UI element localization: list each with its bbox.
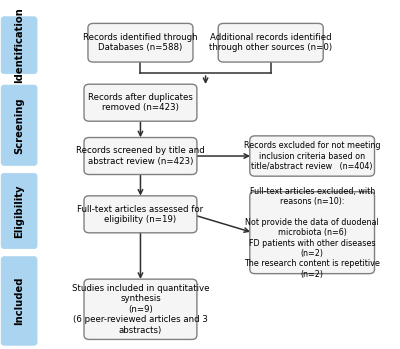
FancyBboxPatch shape [88, 23, 193, 62]
FancyBboxPatch shape [84, 279, 197, 340]
FancyBboxPatch shape [1, 173, 37, 248]
FancyBboxPatch shape [250, 192, 374, 274]
FancyBboxPatch shape [84, 138, 197, 174]
FancyBboxPatch shape [218, 23, 323, 62]
Text: Full-text articles assessed for
eligibility (n=19): Full-text articles assessed for eligibil… [77, 205, 204, 224]
FancyBboxPatch shape [84, 84, 197, 121]
Text: Records identified through
Databases (n=588): Records identified through Databases (n=… [83, 33, 198, 52]
FancyBboxPatch shape [250, 136, 374, 176]
Text: Full-text articles excluded, with
reasons (n=10):

Not provide the data of duode: Full-text articles excluded, with reason… [244, 187, 380, 279]
Text: Records screened by title and
abstract review (n=423): Records screened by title and abstract r… [76, 146, 205, 166]
Text: Included: Included [14, 277, 24, 325]
Text: Identification: Identification [14, 7, 24, 83]
Text: Records after duplicates
removed (n=423): Records after duplicates removed (n=423) [88, 93, 193, 112]
FancyBboxPatch shape [1, 257, 37, 345]
Text: Eligibility: Eligibility [14, 184, 24, 238]
Text: Screening: Screening [14, 97, 24, 154]
Text: Studies included in quantitative
synthesis
(n=9)
(6 peer-reviewed articles and 3: Studies included in quantitative synthes… [72, 284, 209, 335]
FancyBboxPatch shape [1, 17, 37, 74]
FancyBboxPatch shape [84, 196, 197, 233]
FancyBboxPatch shape [1, 85, 37, 165]
Text: Additional records identified
through other sources (n=0): Additional records identified through ot… [209, 33, 332, 52]
Text: Records excluded for not meeting
inclusion criteria based on
title/abstract revi: Records excluded for not meeting inclusi… [244, 141, 380, 171]
